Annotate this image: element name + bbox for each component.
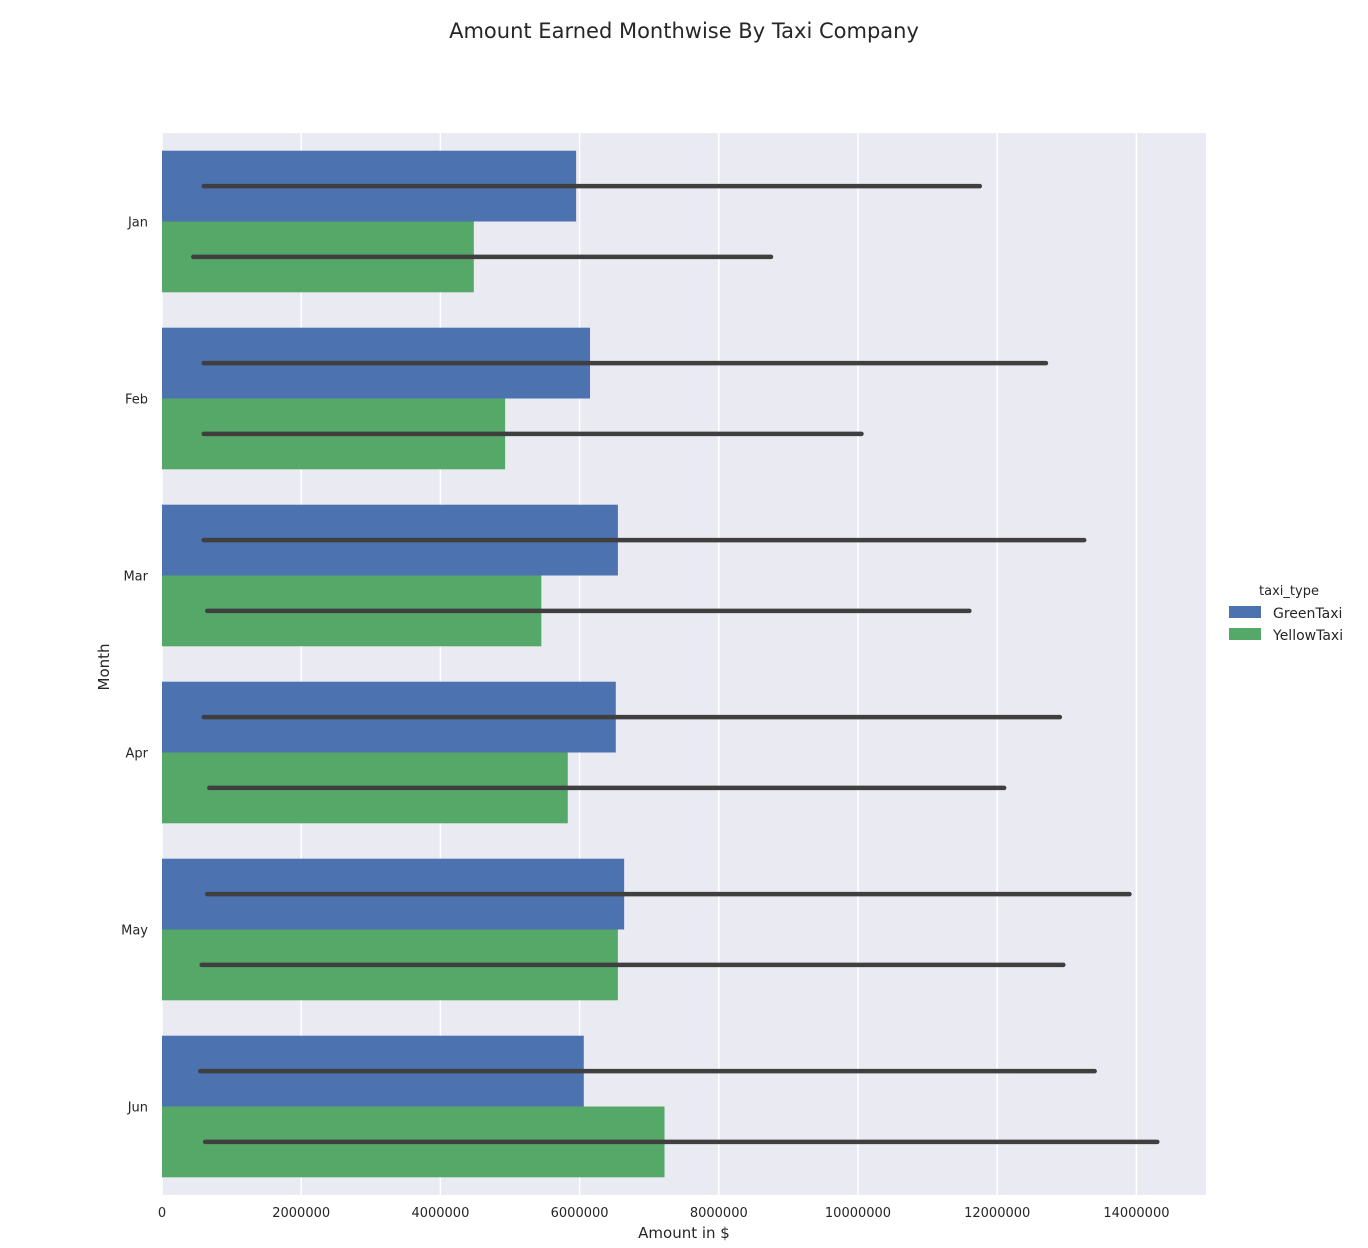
legend-label: YellowTaxi [1272,628,1343,644]
legend-swatch [1229,628,1261,640]
x-tick-label: 14000000 [1103,1206,1169,1221]
x-tick-label: 6000000 [551,1206,609,1221]
chart-title: Amount Earned Monthwise By Taxi Company [449,19,919,43]
legend-title: taxi_type [1259,584,1319,599]
plot-area [162,133,1206,1195]
legend: taxi_type GreenTaxi YellowTaxi [1229,584,1343,644]
x-tick-label: 10000000 [825,1206,891,1221]
y-axis-ticks: Jan Feb Mar Apr May Jun [121,216,149,1116]
legend-items: GreenTaxi YellowTaxi [1229,606,1343,644]
y-tick-label: Feb [125,393,148,408]
x-tick-label: 8000000 [690,1206,748,1221]
y-tick-label: Jun [127,1101,148,1116]
x-axis-ticks: 0 2000000 4000000 6000000 8000000 10000000 120… [158,1206,1170,1221]
error-bars [191,183,1160,1145]
y-tick-label: Mar [123,570,148,585]
x-tick-label: 2000000 [272,1206,330,1221]
y-tick-label: May [121,924,148,939]
gridlines [161,133,1138,1195]
x-tick-label: 0 [158,1206,166,1221]
x-tick-label: 4000000 [411,1206,469,1221]
x-axis-title: Amount in $ [638,1224,730,1242]
legend-label: GreenTaxi [1273,606,1342,622]
x-tick-label: 12000000 [964,1206,1030,1221]
y-tick-label: Jan [127,216,148,231]
y-axis-title: Month [95,643,113,690]
legend-swatch [1229,606,1261,618]
y-tick-label: Apr [126,747,149,762]
